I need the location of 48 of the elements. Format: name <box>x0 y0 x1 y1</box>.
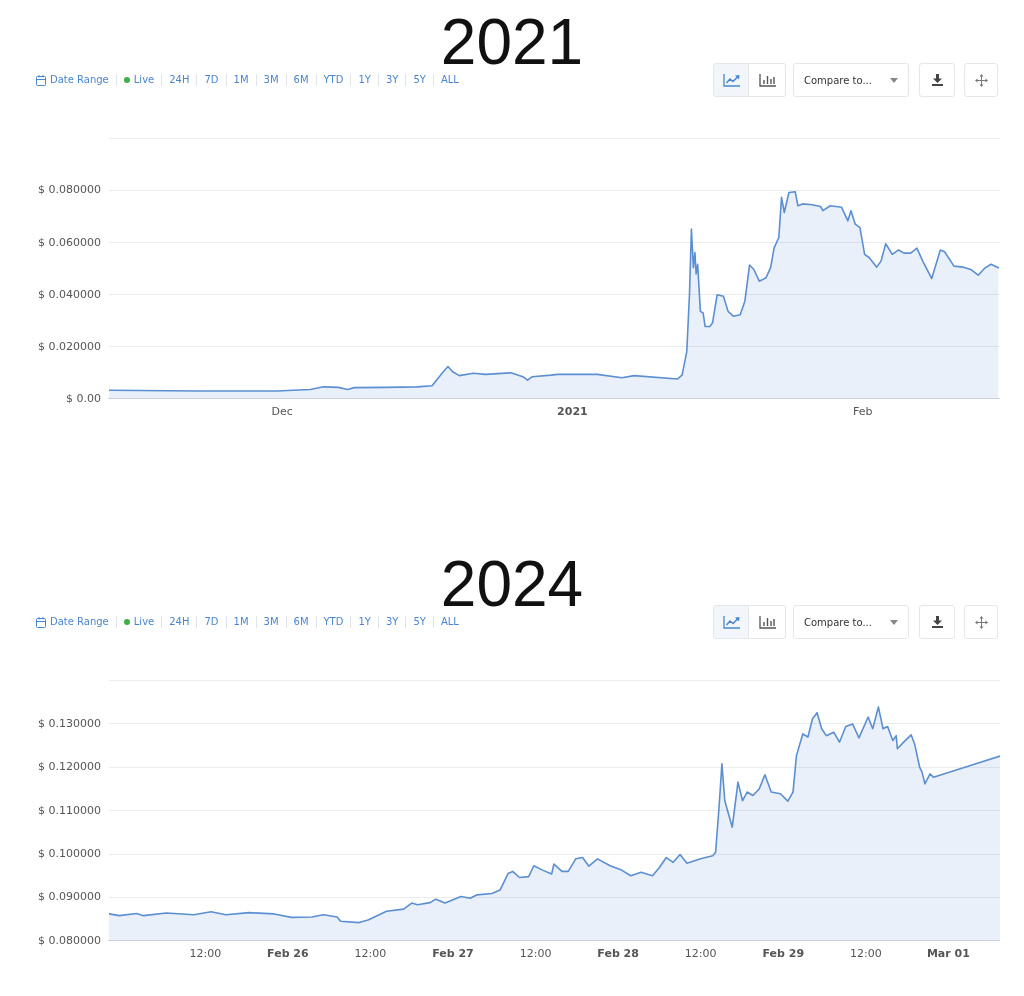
compare-dropdown: Compare to... <box>793 63 909 97</box>
x-tick-label: 12:00 <box>684 947 717 961</box>
y-tick-label: $ 0.060000 <box>38 235 101 249</box>
y-tick-label: $ 0.100000 <box>38 846 101 860</box>
y-tick-label: $ 0.090000 <box>38 890 101 904</box>
y-tick-label: $ 0.020000 <box>38 339 101 353</box>
x-tick-label: Feb 26 <box>267 947 309 961</box>
x-tick-label: Feb 29 <box>762 947 805 961</box>
x-tick-label: Mar 01 <box>926 947 970 961</box>
text: 3Y <box>385 74 399 86</box>
text: 1Y <box>358 616 371 628</box>
y-tick-label: $ 0.120000 <box>38 760 101 774</box>
text: 3M <box>263 616 279 628</box>
text: 6M <box>293 74 309 86</box>
text: Live <box>133 74 155 86</box>
x-tick-label: 12:00 <box>849 947 882 961</box>
compare-dropdown: Compare to... <box>793 605 909 639</box>
text: 5Y <box>413 74 426 86</box>
text: Date Range <box>50 74 109 86</box>
x-tick-label: 12:00 <box>354 947 387 961</box>
text: 3Y <box>385 616 399 628</box>
y-tick-label: $ 0.080000 <box>38 933 101 947</box>
text: 1M <box>233 616 249 628</box>
text: Live <box>133 616 155 628</box>
y-tick-label: $ 0.080000 <box>38 183 101 197</box>
text: 24H <box>169 616 190 628</box>
text: YTD <box>323 616 344 628</box>
text: 6M <box>293 616 309 628</box>
x-tick-label: 12:00 <box>519 947 552 961</box>
x-tick-label: Feb <box>852 405 873 419</box>
x-tick-label: 12:00 <box>189 947 222 961</box>
text: YTD <box>323 74 344 86</box>
x-tick-label: Feb 27 <box>432 947 474 961</box>
text: 3M <box>263 74 279 86</box>
text: Date Range <box>50 616 109 628</box>
x-tick-label: Dec <box>271 405 293 419</box>
y-tick-label: $ 0.130000 <box>38 716 101 730</box>
x-tick-label: 2021 <box>557 405 588 419</box>
text: 7D <box>204 616 219 628</box>
y-tick-label: $ 0.00 <box>65 391 101 405</box>
y-tick-label: $ 0.110000 <box>38 803 101 817</box>
text: 1M <box>233 74 249 86</box>
text: 7D <box>204 74 219 86</box>
text: 1Y <box>358 74 371 86</box>
text: 5Y <box>413 616 426 628</box>
x-tick-label: Feb 28 <box>597 947 639 961</box>
y-tick-label: $ 0.040000 <box>38 287 101 301</box>
text: 24H <box>169 74 190 86</box>
